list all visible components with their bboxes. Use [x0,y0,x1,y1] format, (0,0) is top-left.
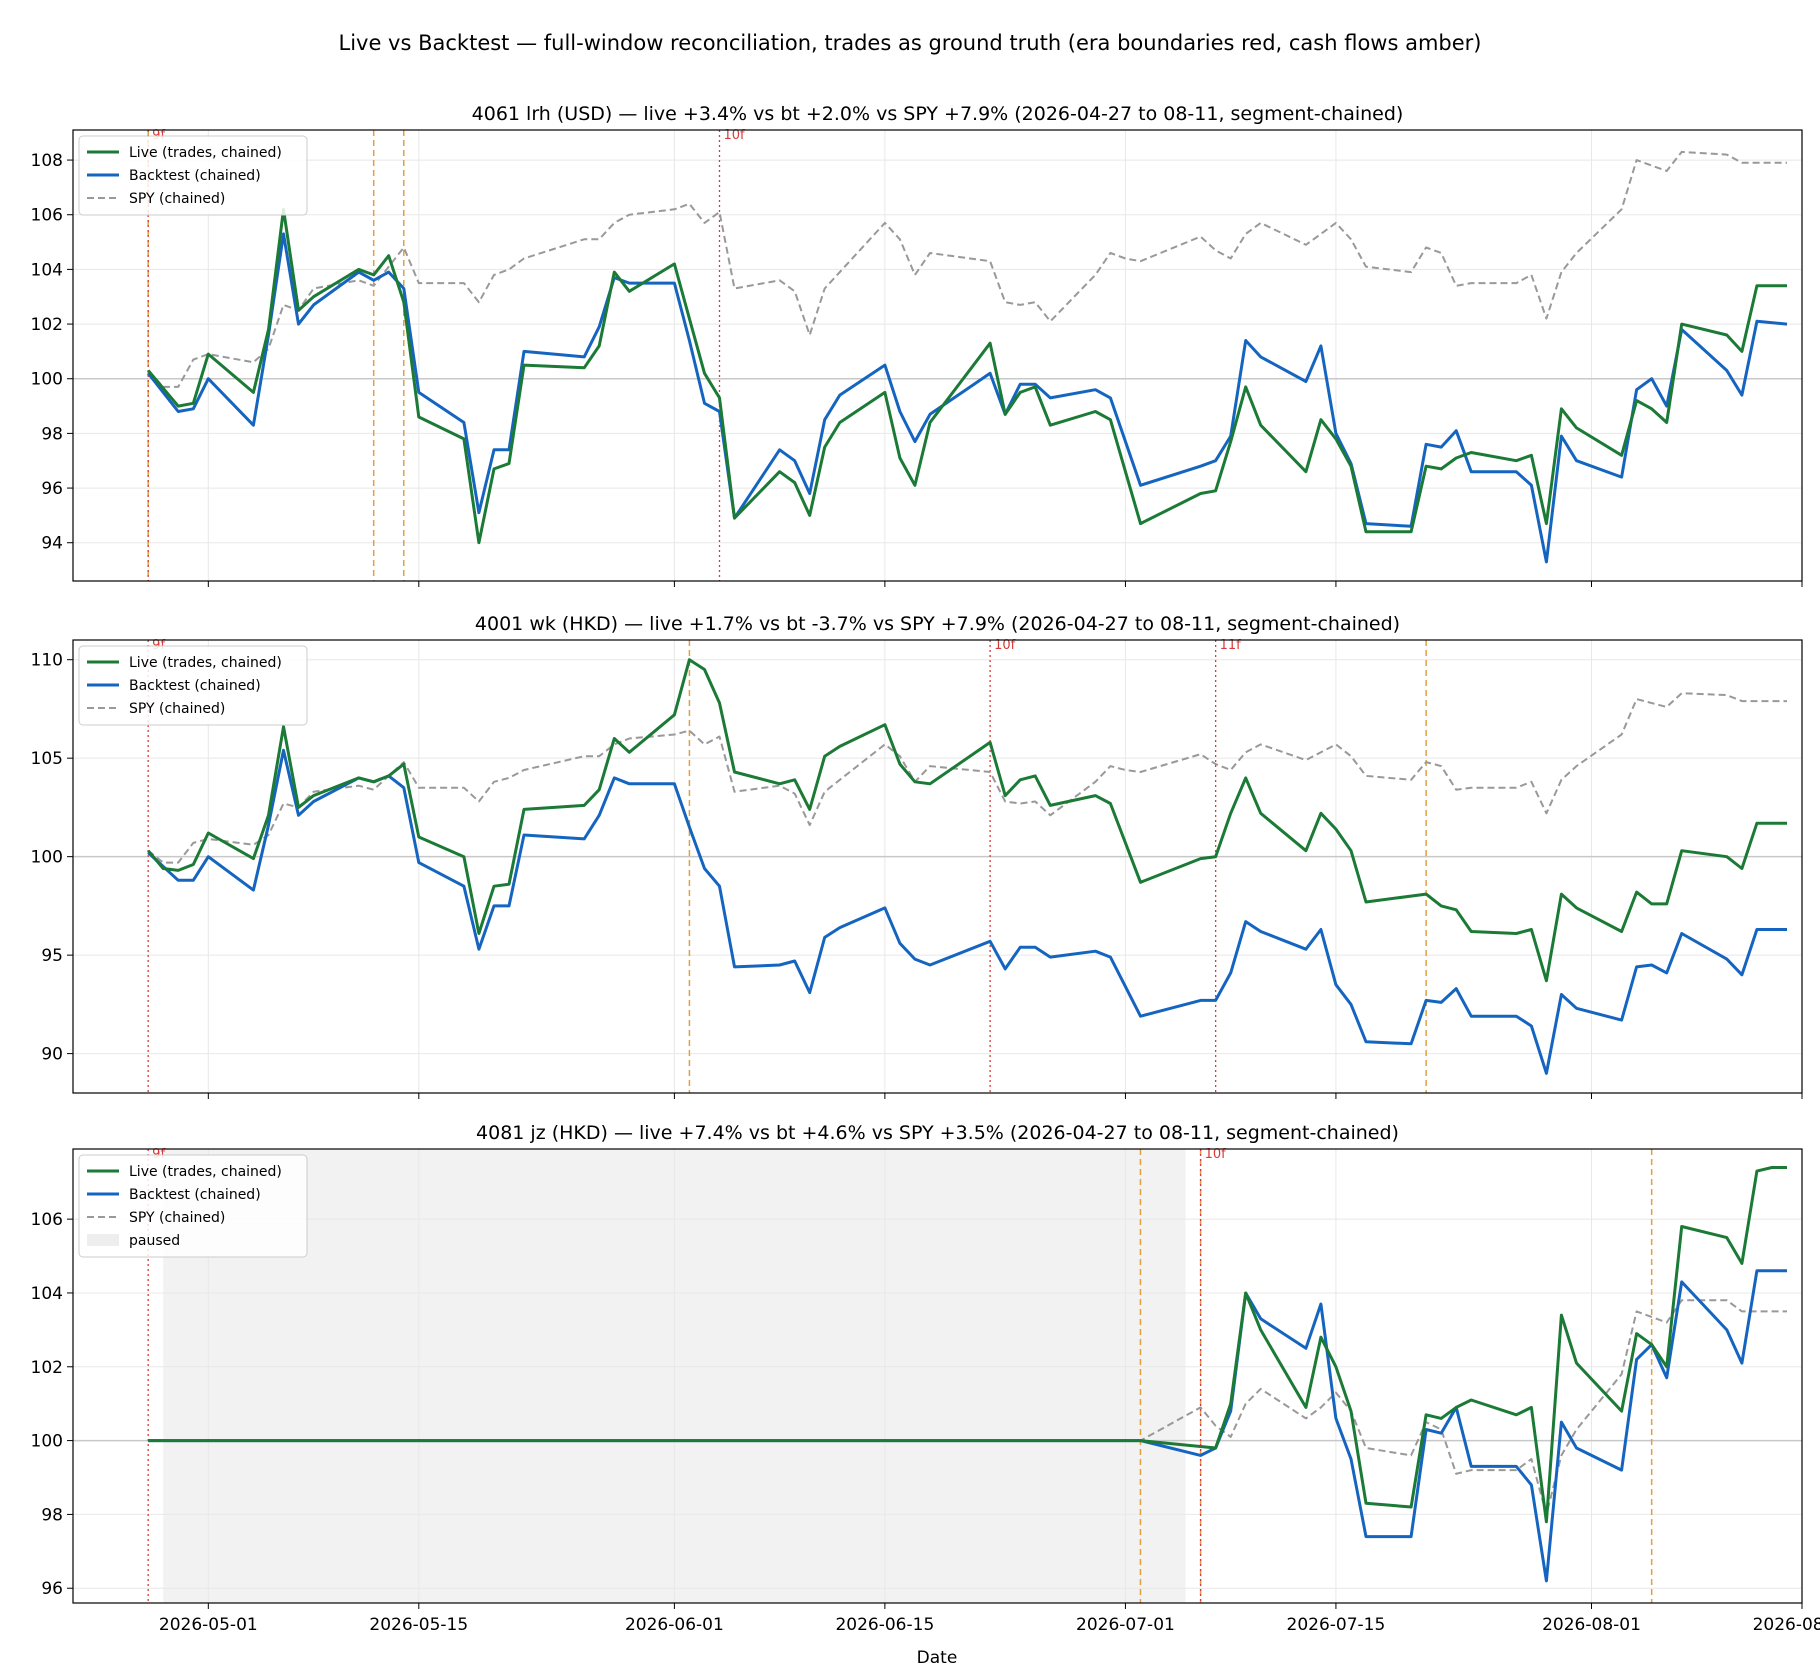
y-tick-label: 90 [41,1045,63,1065]
legend-box [78,645,308,726]
legend-label: Backtest (chained) [129,168,261,184]
y-tick-label: 94 [41,534,63,554]
y-tick-label: 95 [41,946,63,966]
x-tick-label: 2026-06-15 [835,1615,934,1635]
y-tick-label: 96 [41,1579,63,1599]
y-tick-label: 104 [31,260,63,280]
y-tick-label: 104 [31,1284,63,1304]
panels: 9f10f9496981001021041061084061 lrh (USD)… [31,103,1820,1635]
series-line-backtest [147,748,1787,1075]
x-tick-label: 2026-07-15 [1287,1615,1386,1635]
y-tick-label: 100 [31,370,63,390]
series-line-live [148,1166,1787,1524]
x-tick-label: 2026-05-15 [369,1615,468,1635]
y-tick-label: 108 [31,151,63,171]
era-boundary-label: 11f [1220,638,1242,653]
legend-label: SPY (chained) [129,1210,225,1226]
legend: Live (trades, chained) Backtest (chained)… [78,1154,308,1258]
series-line-live [147,658,1787,983]
y-tick-label: 98 [41,1505,63,1525]
legend-label: Live (trades, chained) [129,655,282,671]
legend-box [78,1154,308,1258]
panel-1: 9f10f9496981001021041061084061 lrh (USD)… [31,103,1803,587]
legend-label: Live (trades, chained) [129,145,282,161]
legend-label: Backtest (chained) [129,678,261,694]
y-tick-label: 106 [31,1210,63,1230]
era-boundary-label: 10f [723,128,745,143]
panel-title: 4061 lrh (USD) — live +3.4% vs bt +2.0% … [472,103,1404,125]
x-tick-label: 2026-08-15 [1753,1615,1820,1635]
y-tick-label: 100 [31,848,63,868]
axes-frame [72,129,1803,582]
legend-label: Backtest (chained) [129,1187,261,1203]
legend-label: paused [129,1233,180,1249]
axes-frame [72,1148,1803,1604]
x-tick-label: 2026-05-01 [159,1615,258,1635]
era-boundary-label: 10f [994,638,1016,653]
panel-title: 4081 jz (HKD) — live +7.4% vs bt +4.6% v… [476,1122,1399,1144]
series-line-spy [147,692,1787,864]
legend-label: SPY (chained) [129,191,225,207]
y-tick-label: 98 [41,424,63,444]
axes-frame [72,639,1803,1094]
series-line-spy [148,1299,1787,1516]
era-boundary-label: 10f [1205,1147,1227,1162]
legend-label: SPY (chained) [129,701,225,717]
y-tick-label: 96 [41,479,63,499]
y-tick-label: 105 [31,749,63,769]
panel-3: 9f10f96981001021041062026-05-012026-05-1… [31,1122,1820,1635]
y-tick-label: 102 [31,315,63,335]
y-tick-label: 106 [31,206,63,226]
y-tick-label: 100 [31,1432,63,1452]
panel-2: 9f10f11f90951001051104001 wk (HKD) — liv… [31,613,1803,1099]
legend: Live (trades, chained) Backtest (chained)… [78,645,308,726]
legend-label: Live (trades, chained) [129,1164,282,1180]
figure-suptitle: Live vs Backtest — full-window reconcili… [339,31,1482,55]
y-tick-label: 110 [31,651,63,671]
legend-swatch-paused [87,1234,119,1246]
y-tick-label: 102 [31,1358,63,1378]
series-line-spy [147,150,1787,388]
panel-title: 4001 wk (HKD) — live +1.7% vs bt -3.7% v… [475,613,1400,635]
series-line-backtest [147,232,1788,564]
x-tick-label: 2026-06-01 [625,1615,724,1635]
x-tick-label: 2026-07-01 [1076,1615,1175,1635]
series-line-live [147,207,1787,545]
x-tick-label: 2026-08-01 [1542,1615,1641,1635]
legend: Live (trades, chained) Backtest (chained)… [78,135,308,216]
x-axis-label: Date [917,1648,958,1668]
legend-box [78,135,308,216]
